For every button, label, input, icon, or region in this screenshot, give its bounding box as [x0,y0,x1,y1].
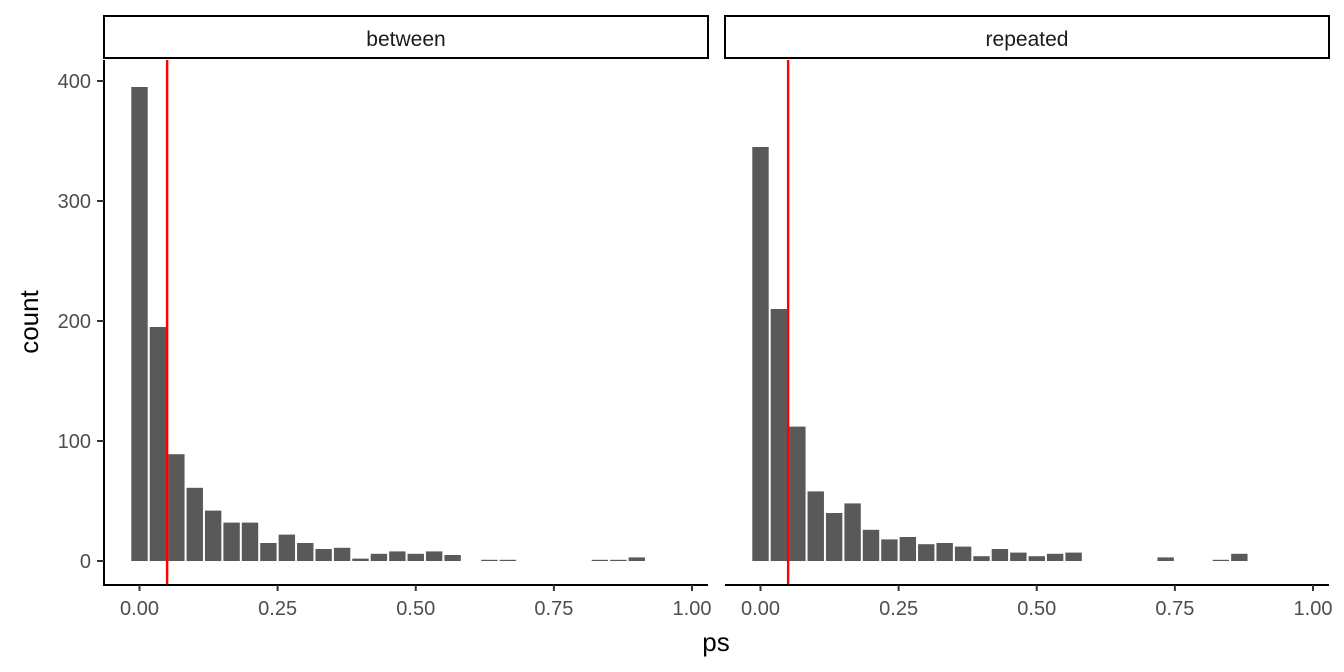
strip-label-repeated: repeated [986,28,1069,51]
strip-repeated [724,15,1330,59]
bar-repeated-10 [936,543,953,561]
bar-between-20 [499,559,517,561]
bar-between-11 [333,547,351,561]
bar-between-25 [591,559,609,561]
bar-repeated-22 [1157,557,1174,561]
bar-between-9 [297,543,314,561]
bar-between-3 [186,487,203,561]
bar-between-6 [241,522,259,561]
bar-repeated-0 [752,147,769,561]
x-tick-label-repeated-2: 0.50 [1017,598,1056,620]
bar-repeated-3 [807,491,824,561]
bar-between-10 [315,549,332,561]
bar-repeated-17 [1065,552,1082,561]
bar-between-27 [628,557,645,561]
bar-between-0 [131,87,148,561]
bar-between-17 [444,555,461,561]
bar-between-26 [610,559,627,561]
bar-repeated-8 [899,537,917,561]
bar-repeated-6 [862,529,880,561]
bar-repeated-5 [844,503,861,561]
bar-repeated-2 [789,426,806,561]
strip-between [103,15,709,59]
bar-between-19 [481,559,498,561]
y-axis: 0 100 200 300 400 [58,60,105,586]
strip-label-between: between [366,28,445,51]
bar-repeated-26 [1231,553,1248,561]
axes-repeated: 0.00 0.25 0.50 0.75 1.00 [725,584,1333,620]
bar-repeated-7 [881,539,898,561]
bar-between-15 [407,553,424,561]
y-tick-label-4: 400 [58,71,91,93]
y-tick-label-1: 100 [58,431,91,453]
y-axis-title: count [14,289,44,353]
bar-between-13 [370,553,388,561]
x-tick-label-repeated-4: 1.00 [1294,598,1333,620]
bar-repeated-11 [954,546,972,561]
x-tick-label-between-1: 0.25 [258,598,297,620]
bar-between-16 [425,551,443,561]
bar-repeated-1 [770,309,788,561]
bar-repeated-12 [973,556,990,561]
bars-repeated [752,147,1248,561]
bar-repeated-25 [1212,559,1230,561]
y-tick-label-3: 300 [58,191,91,213]
bar-between-14 [389,551,406,561]
panel-between: between 0.00 0.25 0.50 0.75 1.00 [103,15,712,620]
bar-between-7 [260,543,277,561]
bar-repeated-9 [918,544,935,561]
axes-between: 0.00 0.25 0.50 0.75 1.00 [104,584,712,620]
bar-between-2 [168,454,185,561]
bar-repeated-4 [825,513,843,561]
bar-repeated-14 [1010,552,1027,561]
x-axis-title: ps [702,627,729,657]
x-tick-label-between-3: 0.75 [534,598,573,620]
x-tick-label-repeated-3: 0.75 [1155,598,1194,620]
bar-between-5 [223,522,240,561]
bar-between-12 [352,558,369,561]
y-tick-label-2: 200 [58,311,91,333]
x-tick-label-repeated-1: 0.25 [879,598,918,620]
panel-repeated: repeated 0.00 0.25 0.50 0.75 1.00 [724,15,1333,620]
bar-between-8 [278,534,296,561]
bar-between-4 [204,510,222,561]
x-tick-label-between-2: 0.50 [396,598,435,620]
x-tick-label-between-0: 0.00 [120,598,159,620]
bar-repeated-16 [1046,553,1064,561]
bar-repeated-15 [1028,556,1045,561]
bar-repeated-13 [991,549,1009,561]
bars-between [131,87,645,561]
x-tick-label-repeated-0: 0.00 [741,598,780,620]
x-tick-label-between-4: 1.00 [673,598,712,620]
y-tick-label-0: 0 [80,551,91,573]
bar-between-1 [149,327,167,561]
